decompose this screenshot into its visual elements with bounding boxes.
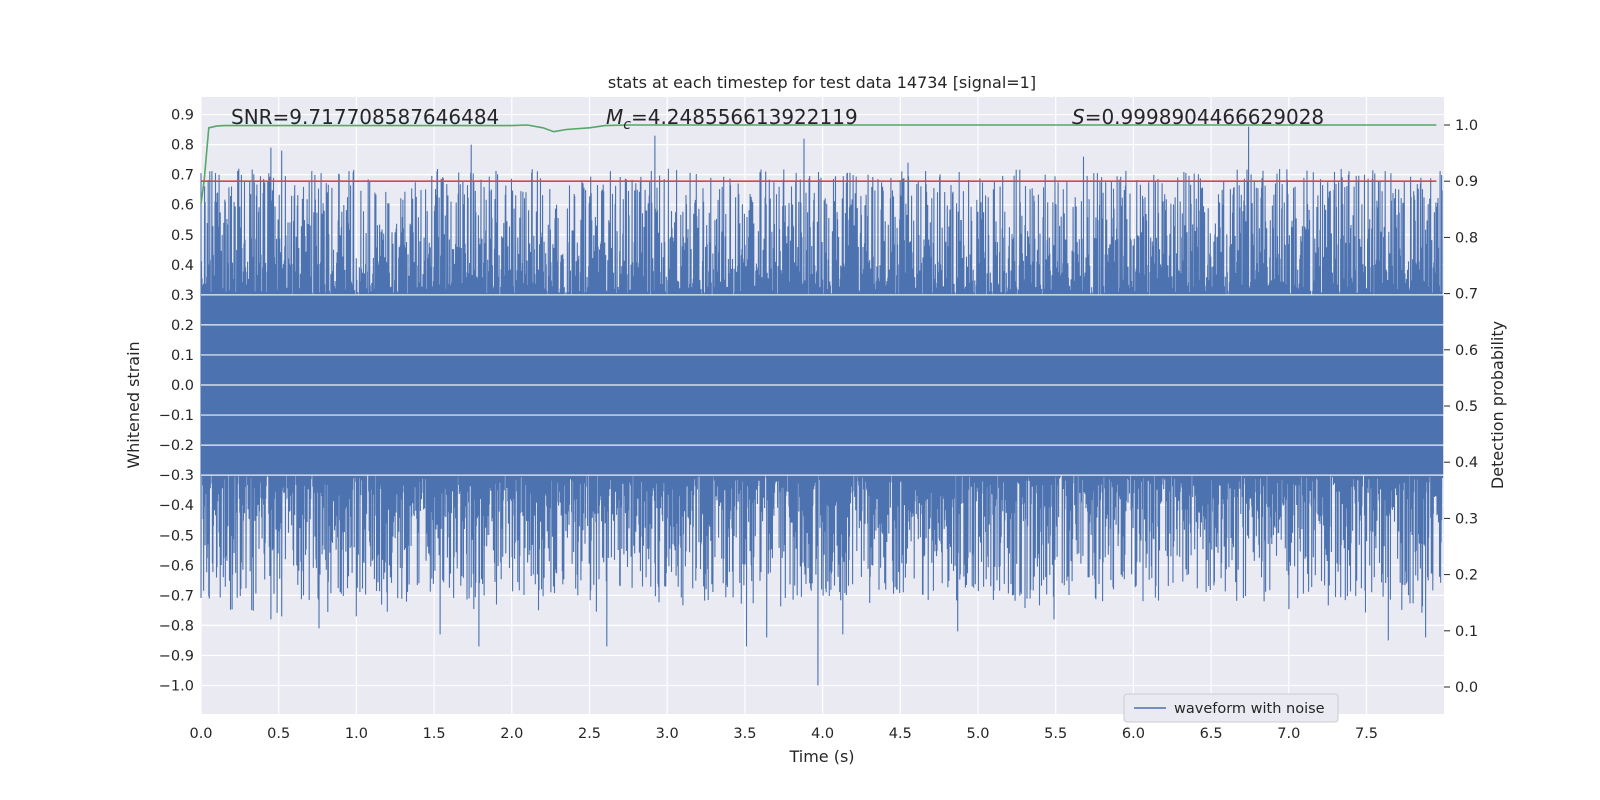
y-tick-label: −0.2 xyxy=(159,438,194,454)
y2-tick-label: 0.3 xyxy=(1455,511,1478,527)
y-tick-label: 0.5 xyxy=(171,228,194,244)
y-tick-label: −1.0 xyxy=(159,679,194,695)
score-value: =0.9998904466629028 xyxy=(1085,105,1324,129)
y2-tick-label: 0.8 xyxy=(1455,230,1478,246)
waveform-line xyxy=(200,126,1444,686)
y-tick-label: −0.4 xyxy=(159,498,194,514)
chirp-mass-value: =4.248556613922119 xyxy=(631,105,858,129)
left-axis-ticks: 0.9 0.8 0.7 0.6 0.5 0.4 0.3 0.2 0.1 0.0 −0.1 −0.2 −0… xyxy=(159,108,194,695)
x-tick-label: 0.0 xyxy=(189,726,212,742)
y-tick-label: −0.9 xyxy=(159,648,194,664)
x-tick-label: 1.0 xyxy=(345,726,368,742)
snr-annotation: SNR=9.717708587646484 xyxy=(231,105,499,129)
x-tick-label: 2.5 xyxy=(578,726,601,742)
chirp-mass-annotation: Mc=4.248556613922119 xyxy=(606,105,858,133)
x-tick-label: 6.5 xyxy=(1200,726,1223,742)
x-tick-label: 3.5 xyxy=(733,726,756,742)
y-tick-label: 0.0 xyxy=(171,378,194,394)
waveform-series xyxy=(200,126,1444,686)
x-tick-label: 4.0 xyxy=(811,726,834,742)
x-axis-label: Time (s) xyxy=(788,747,854,766)
y-tick-label: 0.6 xyxy=(171,198,194,214)
legend-box xyxy=(1123,693,1339,723)
y-tick-label: −0.6 xyxy=(159,558,194,574)
x-tick-label: 2.0 xyxy=(500,726,523,742)
detection-probability-line xyxy=(200,124,1437,204)
y-tick-label: 0.2 xyxy=(171,318,194,334)
y-tick-label: 0.1 xyxy=(171,348,194,364)
y-tick-label: −0.7 xyxy=(159,588,194,604)
chirp-mass-subscript: c xyxy=(623,117,631,133)
y-tick-label: 0.3 xyxy=(171,288,194,304)
chirp-mass-symbol: M xyxy=(606,105,623,129)
y-tick-label: 0.4 xyxy=(171,258,194,274)
x-tick-label: 3.0 xyxy=(656,726,679,742)
score-symbol: S xyxy=(1072,105,1085,129)
probability-series xyxy=(200,124,1437,204)
y2-tick-label: 0.5 xyxy=(1455,399,1478,415)
y2-tick-label: 0.1 xyxy=(1455,624,1478,640)
y2-tick-label: 0.0 xyxy=(1455,680,1478,696)
y-tick-label: 0.9 xyxy=(171,108,194,124)
legend: waveform with noise xyxy=(1123,693,1339,723)
y-tick-label: −0.5 xyxy=(159,528,194,544)
x-tick-label: 7.5 xyxy=(1355,726,1378,742)
y2-tick-label: 0.6 xyxy=(1455,343,1478,359)
x-tick-label: 0.5 xyxy=(267,726,290,742)
y2-tick-label: 0.9 xyxy=(1455,174,1478,190)
x-tick-label: 1.5 xyxy=(423,726,446,742)
x-tick-label: 4.5 xyxy=(889,726,912,742)
x-axis-ticks: 0.0 0.5 1.0 1.5 2.0 2.5 3.0 3.5 4.0 4.5 5.0 5.5 6.0 6… xyxy=(189,726,1378,742)
x-tick-label: 5.5 xyxy=(1044,726,1067,742)
right-axis-ticks: 1.0 0.9 0.8 0.7 0.6 0.5 0.4 0.3 0.2 0.1 0.0 xyxy=(1444,118,1478,696)
y2-tick-label: 0.4 xyxy=(1455,455,1478,471)
chart-title: stats at each timestep for test data 147… xyxy=(608,73,1036,92)
x-tick-label: 7.0 xyxy=(1277,726,1300,742)
y-tick-label: −0.8 xyxy=(159,618,194,634)
y2-axis-label: Detection probability xyxy=(1488,321,1507,489)
y-tick-label: −0.3 xyxy=(159,468,194,484)
x-tick-label: 6.0 xyxy=(1122,726,1145,742)
y-tick-label: 0.8 xyxy=(171,138,194,154)
y2-tick-label: 0.7 xyxy=(1455,287,1478,303)
x-tick-label: 5.0 xyxy=(966,726,989,742)
legend-label: waveform with noise xyxy=(1174,701,1325,717)
y-axis-label: Whitened strain xyxy=(124,341,143,468)
y-tick-label: 0.7 xyxy=(171,168,194,184)
y2-tick-label: 1.0 xyxy=(1455,118,1478,134)
y2-tick-label: 0.2 xyxy=(1455,568,1478,584)
score-annotation: S=0.9998904466629028 xyxy=(1072,105,1324,129)
y-tick-label: −0.1 xyxy=(159,408,194,424)
